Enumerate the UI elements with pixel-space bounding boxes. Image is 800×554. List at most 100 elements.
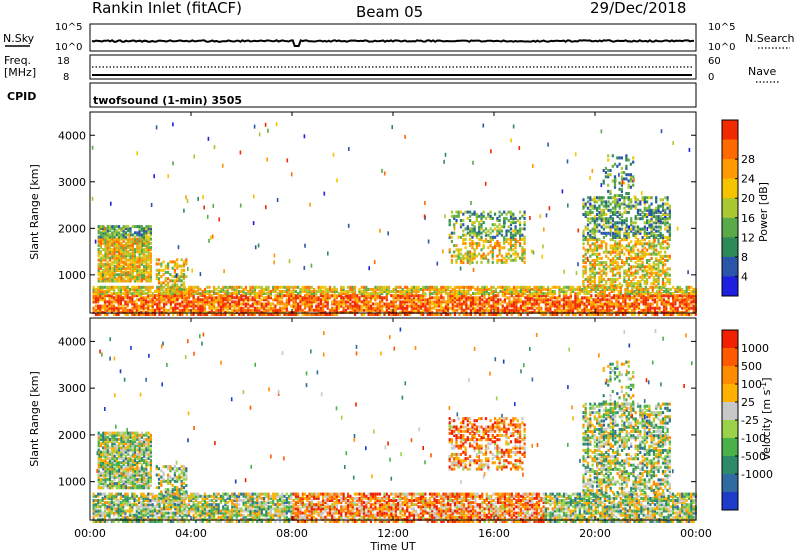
heatmap-cell — [481, 304, 484, 308]
heatmap-cell — [560, 290, 563, 293]
heatmap-cell — [667, 290, 670, 293]
heatmap-cell — [499, 298, 502, 302]
heatmap-cell — [459, 210, 463, 214]
heatmap-cell — [656, 313, 659, 316]
heatmap-cell — [143, 233, 146, 237]
heatmap-cell — [498, 214, 501, 218]
heatmap-cell — [226, 304, 229, 308]
heatmap-cell — [593, 233, 596, 237]
heatmap-cell — [188, 302, 191, 306]
heatmap-cell — [619, 306, 622, 310]
heatmap-cell — [687, 285, 691, 289]
heatmap-cell — [651, 287, 654, 291]
heatmap-cell — [324, 298, 327, 302]
heatmap-cell — [505, 254, 508, 258]
heatmap-cell — [306, 310, 309, 314]
heatmap-cell — [572, 313, 575, 316]
heatmap-cell — [494, 223, 497, 227]
heatmap-cell — [313, 313, 316, 316]
heatmap-cell — [126, 310, 129, 314]
heatmap-cell — [147, 264, 150, 268]
heatmap-cell — [562, 298, 566, 302]
heatmap-cell — [598, 213, 601, 216]
heatmap-cell — [512, 235, 515, 239]
heatmap-cell — [319, 290, 322, 293]
heatmap-cell — [149, 294, 152, 298]
heatmap-cell — [122, 304, 125, 308]
heatmap-cell — [642, 308, 645, 312]
heatmap-cell — [97, 225, 100, 229]
heatmap-cell — [665, 292, 668, 296]
heatmap-cell — [605, 204, 608, 208]
heatmap-cell — [118, 227, 121, 231]
heatmap-cell — [606, 310, 609, 314]
heatmap-cell — [609, 208, 612, 212]
heatmap-cell — [133, 262, 137, 266]
heatmap-cell — [622, 300, 625, 304]
heatmap-cell — [623, 271, 626, 275]
heatmap-cell — [685, 306, 688, 310]
heatmap-cell — [640, 285, 643, 289]
heatmap-cell — [458, 306, 461, 310]
heatmap-cell — [646, 236, 649, 239]
heatmap-cell — [356, 294, 359, 298]
heatmap-cell — [544, 313, 547, 316]
heatmap-cell — [666, 277, 669, 281]
heatmap-cell — [602, 271, 605, 275]
heatmap-cell — [124, 285, 127, 289]
heatmap-cell — [639, 282, 642, 286]
heatmap-cell — [574, 306, 577, 310]
heatmap-cell — [157, 262, 161, 266]
heatmap-cell — [611, 217, 615, 221]
heatmap-cell — [537, 298, 541, 302]
heatmap-cell — [526, 306, 529, 310]
heatmap-cell — [587, 302, 591, 306]
heatmap-cell — [476, 302, 479, 306]
heatmap-cell — [627, 206, 630, 210]
heatmap-cell — [190, 300, 193, 304]
nsky-label: N.Sky — [3, 32, 35, 45]
heatmap-cell — [685, 294, 688, 298]
heatmap-cell — [102, 279, 105, 283]
heatmap-cell — [656, 300, 659, 304]
heatmap-cell — [335, 313, 338, 316]
heatmap-cell — [633, 298, 636, 302]
heatmap-cell — [231, 304, 234, 308]
heatmap-cell — [119, 287, 122, 291]
heatmap-cell — [644, 292, 647, 296]
heatmap-cell — [630, 256, 633, 260]
heatmap-cell — [601, 294, 604, 298]
heatmap-cell — [167, 270, 170, 274]
heatmap-cell — [142, 290, 145, 293]
heatmap-cell — [605, 225, 608, 229]
heatmap-cell — [169, 296, 172, 299]
heatmap-cell — [496, 219, 499, 222]
heatmap-cell — [657, 242, 660, 246]
heatmap-cell — [609, 202, 612, 206]
heatmap-cell — [642, 294, 645, 298]
heatmap-cell — [283, 294, 286, 298]
heatmap-cell — [115, 256, 118, 260]
heatmap-cell — [540, 308, 543, 312]
heatmap-cell — [383, 290, 386, 293]
heatmap-cell — [138, 231, 141, 235]
heatmap-cell — [650, 273, 653, 277]
heatmap-cell — [599, 290, 602, 293]
heatmap-cell — [99, 260, 102, 264]
heatmap-cell — [124, 300, 127, 304]
heatmap-cell — [602, 200, 605, 204]
heatmap-cell — [92, 287, 95, 291]
heatmap-cell — [676, 296, 679, 300]
heatmap-cell — [666, 213, 669, 216]
heatmap-cell — [133, 231, 137, 235]
heatmap-cell — [253, 298, 257, 302]
heatmap-cell — [435, 294, 438, 298]
heatmap-cell — [251, 285, 254, 289]
heatmap-cell — [145, 277, 148, 281]
heatmap-cell — [138, 252, 141, 256]
heatmap-cell — [233, 308, 236, 312]
heatmap-cell — [457, 210, 460, 214]
chart-title-date: 29/Dec/2018 — [590, 0, 686, 17]
heatmap-cell — [147, 308, 150, 312]
heatmap-cell — [110, 308, 113, 312]
